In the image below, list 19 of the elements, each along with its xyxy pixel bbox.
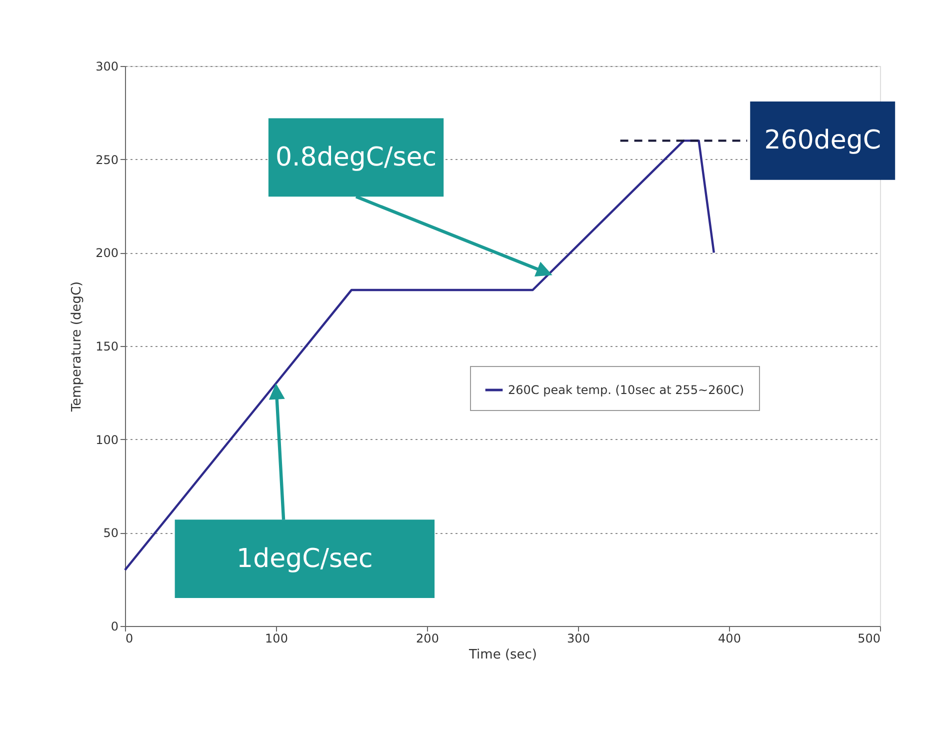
y-tick-label: 50: [103, 526, 118, 540]
y-tick-label: 0: [110, 620, 118, 634]
y-tick-label: 100: [96, 432, 118, 447]
x-axis-title: Time (sec): [468, 648, 538, 662]
y-tick-label: 150: [96, 340, 118, 354]
x-tick-label: 200: [416, 632, 439, 646]
x-tick-label: 300: [567, 632, 590, 646]
annotation: 0.8degC/sec: [275, 142, 437, 172]
annotation: 260degC: [764, 126, 882, 156]
y-tick-label: 300: [96, 60, 118, 74]
x-tick-label: 100: [265, 632, 288, 646]
annotation: 1degC/sec: [236, 544, 373, 574]
x-tick-label: 500: [858, 632, 880, 646]
x-tick-label: 400: [718, 632, 741, 646]
x-tick-label: 0: [126, 632, 134, 646]
legend-label: 260C peak temp. (10sec at 255~260C): [508, 383, 744, 397]
y-tick-label: 250: [96, 152, 118, 167]
y-axis-title: Temperature (degC): [70, 281, 85, 413]
y-tick-label: 200: [96, 246, 118, 260]
